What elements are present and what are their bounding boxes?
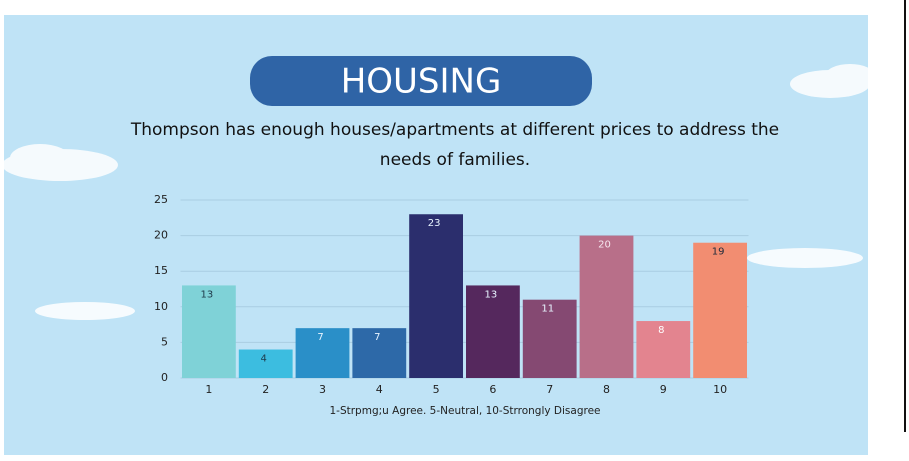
x-tick-label: 9 — [660, 383, 667, 396]
value-label: 20 — [598, 240, 611, 251]
x-tick-label: 8 — [603, 383, 610, 396]
bar — [182, 285, 236, 378]
x-tick-label: 2 — [262, 383, 269, 396]
x-tick-label: 3 — [319, 383, 326, 396]
bar — [579, 235, 634, 378]
y-tick-label: 15 — [154, 264, 168, 277]
y-tick-label: 0 — [161, 371, 168, 384]
bar — [295, 328, 350, 378]
value-label: 7 — [374, 332, 380, 343]
value-label: 13 — [485, 289, 498, 300]
value-label: 19 — [712, 247, 725, 258]
x-tick-label: 5 — [433, 383, 440, 396]
bar — [238, 349, 293, 378]
bar — [693, 242, 747, 378]
x-tick-label: 10 — [713, 383, 727, 396]
value-label: 13 — [201, 289, 214, 300]
x-tick-label: 1 — [205, 383, 212, 396]
x-tick-label: 4 — [376, 383, 383, 396]
value-label: 11 — [541, 304, 554, 315]
bar — [522, 299, 577, 378]
x-tick-label: 7 — [546, 383, 553, 396]
y-tick-label: 25 — [154, 193, 168, 206]
chart-title: HOUSING — [341, 62, 502, 102]
x-tick-label: 6 — [489, 383, 496, 396]
bar — [636, 321, 691, 378]
subtitle: Thompson has enough houses/apartments at… — [130, 120, 779, 140]
clouds — [2, 64, 875, 320]
title-pill — [250, 56, 592, 106]
value-label: 8 — [658, 325, 664, 336]
subtitle: needs of families. — [380, 150, 530, 170]
bar — [352, 328, 407, 378]
x-axis-label: 1-Strpmg;u Agree. 5-Neutral, 10-Strrongl… — [329, 405, 600, 417]
value-label: 4 — [261, 354, 267, 365]
bar — [409, 214, 463, 378]
y-tick-label: 20 — [154, 229, 168, 242]
value-label: 23 — [428, 218, 441, 229]
y-tick-label: 5 — [161, 335, 168, 348]
value-label: 7 — [317, 332, 323, 343]
bar — [466, 285, 520, 378]
y-tick-label: 10 — [154, 300, 168, 313]
